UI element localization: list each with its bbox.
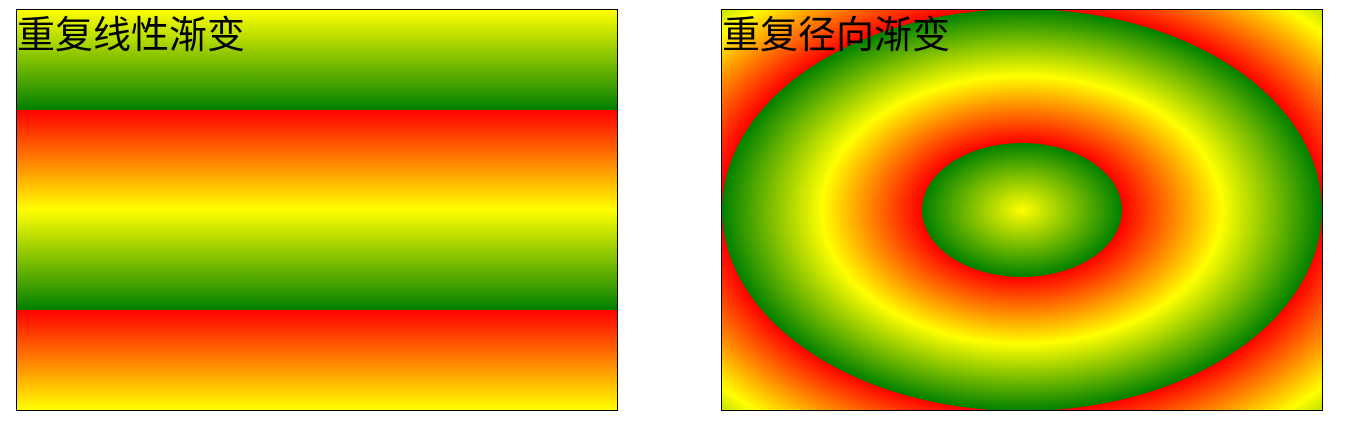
radial-gradient-title: 重复径向渐变	[722, 13, 951, 57]
repeating-radial-gradient-box: 重复径向渐变	[721, 9, 1323, 411]
linear-gradient-title: 重复线性渐变	[17, 13, 246, 57]
repeating-linear-gradient-box: 重复线性渐变	[16, 9, 618, 411]
